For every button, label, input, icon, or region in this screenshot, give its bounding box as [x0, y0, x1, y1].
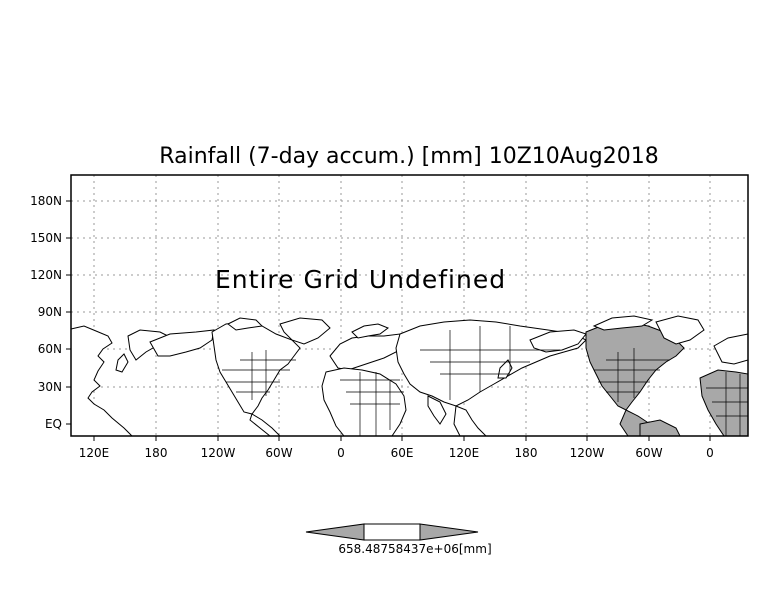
y-tick-label-180n: 180N: [30, 194, 62, 208]
y-tick-label-150n: 150N: [30, 231, 62, 245]
colorbar-center-box: [363, 523, 421, 541]
landmass-southeast-asia: [453, 405, 488, 437]
y-tick-label-eq: EQ: [45, 417, 62, 431]
x-tick-label-180-2: 180: [515, 446, 538, 460]
y-axis: 180N 150N 120N 90N 60N 30N EQ: [30, 194, 71, 431]
landmass-canada-arctic-right: [592, 315, 654, 331]
borders-asia: [420, 326, 560, 400]
undefined-grid-message: Entire Grid Undefined: [215, 265, 506, 294]
colorbar-label: 658.48758437e+06[mm]: [338, 542, 491, 556]
map-frame: [70, 174, 749, 437]
x-tick-label-0-2: 0: [706, 446, 714, 460]
borders-africa-right: [706, 372, 748, 436]
x-tick-label-120e-2: 120E: [449, 446, 480, 460]
landmass-north-america: [211, 321, 301, 415]
borders-africa: [340, 372, 404, 436]
x-tick-label-120w-1: 120W: [201, 446, 236, 460]
landmass-india: [427, 395, 447, 425]
landmass-africa-right: [699, 369, 749, 437]
y-tick-label-90n: 90N: [38, 305, 62, 319]
landmass-south-america-right: [639, 419, 681, 437]
x-tick-label-0-1: 0: [337, 446, 345, 460]
map-title-visible: Rainfall (7-day accum.) [mm] 10Z10Aug201…: [159, 144, 658, 169]
y-tick-label-30n: 30N: [38, 380, 62, 394]
landmass-japan-mid: [497, 359, 513, 379]
x-tick-label-120e-1: 120E: [79, 446, 110, 460]
landmass-north-america-right: [585, 321, 685, 411]
borders-north-america: [222, 350, 296, 400]
landmass-greenland: [279, 317, 331, 345]
x-tick-label-60w-2: 60W: [635, 446, 662, 460]
landmass-scandinavia: [351, 323, 390, 339]
landmass-canadian-islands: [227, 317, 264, 331]
mask-left: [0, 0, 70, 612]
landmass-greenland-right: [655, 315, 705, 345]
borders-north-america-right: [594, 348, 670, 402]
x-tick-label-60e: 60E: [391, 446, 414, 460]
colorbar-right-arrow: [419, 523, 479, 541]
landmass-europe: [329, 333, 405, 371]
landmass-alaska: [149, 329, 215, 357]
x-tick-label-60w-1: 60W: [265, 446, 292, 460]
y-tick-label-120n: 120N: [30, 268, 62, 282]
x-tick-label-120w-2: 120W: [570, 446, 605, 460]
colorbar: 658.48758437e+06[mm]: [305, 523, 492, 556]
landmass-japan-left: [115, 353, 129, 373]
y-tick-label-60n: 60N: [38, 342, 62, 356]
mask-top: [0, 0, 784, 174]
landmass-alaska-right: [529, 329, 587, 353]
landmass-central-america: [249, 413, 282, 437]
landmass-africa: [321, 367, 407, 437]
landmass-east-asia-left: [70, 325, 134, 437]
gridlines: [71, 175, 748, 436]
landmass-europe-right: [713, 333, 749, 365]
x-tick-label-180-1: 180: [145, 446, 168, 460]
x-axis: 120E 180 120W 60W 0 60E 120E 180 120W 60…: [79, 436, 714, 460]
coastlines: [70, 315, 749, 437]
mask-right: [749, 0, 784, 612]
